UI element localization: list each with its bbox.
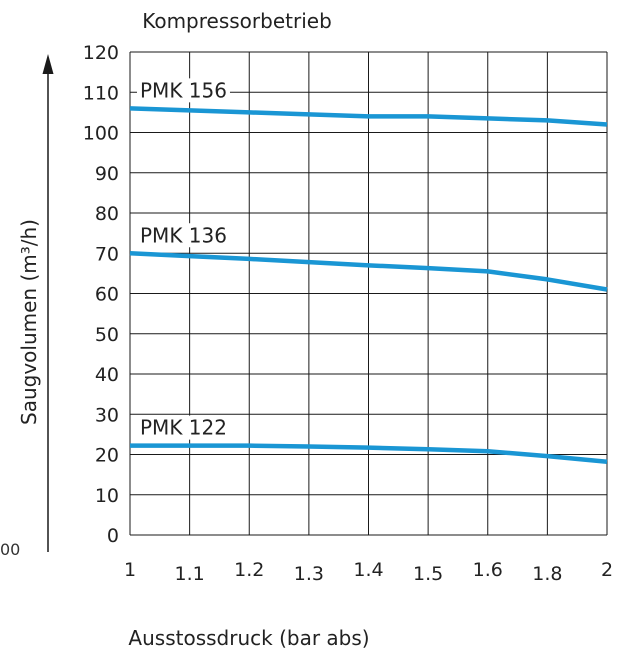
series-label-pmk-156: PMK 156	[140, 78, 227, 102]
y-tick-label: 80	[95, 203, 119, 225]
x-tick-label: 1.5	[413, 563, 443, 585]
y-tick-label: 70	[95, 243, 119, 265]
series-label-bg	[137, 415, 230, 440]
x-tick-label: 1	[124, 559, 136, 581]
y-axis-label: Saugvolumen (m³/h)	[17, 219, 41, 425]
y-tick-label: 120	[83, 42, 119, 64]
x-axis-label: Ausstossdruck (bar abs)	[128, 626, 369, 650]
series-line-pmk-156	[129, 106, 608, 127]
x-tick-label: 1.8	[532, 563, 562, 585]
y-tick-label: 90	[95, 163, 119, 185]
series-label-pmk-136: PMK 136	[140, 223, 227, 247]
series-lines: PMK 156 PMK 136 PMK 122	[129, 78, 608, 464]
y-tick-label: 20	[95, 445, 119, 467]
x-tick-label: 1.6	[473, 559, 503, 581]
series-label-bg	[137, 78, 230, 103]
y-tick-label: 10	[95, 485, 119, 507]
y-tick-label: 110	[83, 82, 119, 104]
y-tick-label: 50	[95, 324, 119, 346]
x-tick-label: 1.2	[234, 559, 264, 581]
series-line-pmk-122	[130, 443, 608, 464]
y-tick-label: 60	[95, 284, 119, 306]
stray-text: 00	[0, 540, 20, 559]
y-tick-label: 40	[95, 364, 119, 386]
x-tick-label: 1.3	[294, 563, 324, 585]
y-tick-labels: 0 10 20 30 40 50 60 70 80 90 100 110 120	[83, 42, 119, 547]
series-label-bg	[137, 223, 230, 248]
y-tick-label: 30	[95, 404, 119, 426]
x-tick-label: 1.1	[175, 563, 205, 585]
y-tick-label: 100	[83, 123, 119, 145]
series-label-pmk-122: PMK 122	[140, 416, 227, 440]
chart-title: Kompressorbetrieb	[142, 9, 332, 33]
x-tick-labels: 1 1.1 1.2 1.3 1.4 1.5 1.6 1.8 2	[124, 559, 613, 585]
x-tick-label: 2	[601, 559, 613, 581]
grid	[129, 51, 608, 536]
y-tick-label: 0	[107, 525, 119, 547]
series-line-pmk-136	[129, 251, 608, 292]
y-axis-arrow	[42, 54, 54, 552]
x-tick-label: 1.4	[353, 559, 383, 581]
